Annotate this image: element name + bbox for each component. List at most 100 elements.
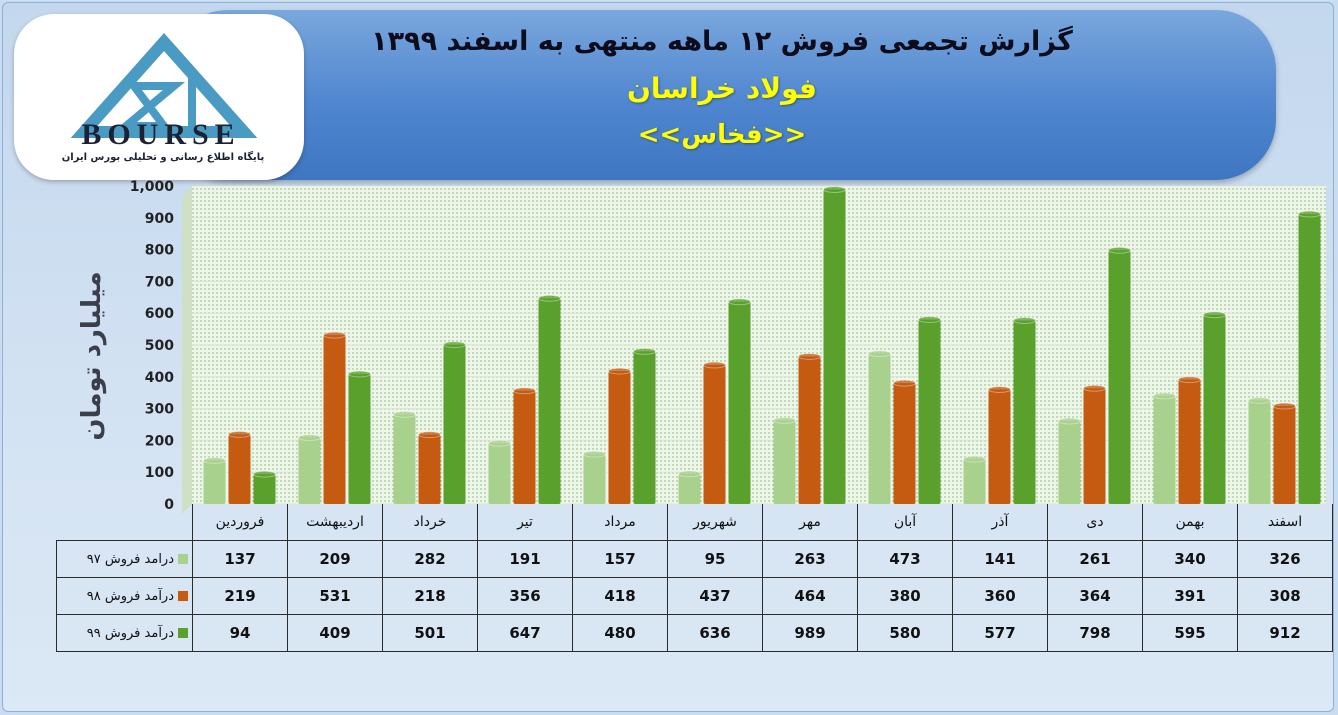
bar-cap: [1298, 210, 1321, 218]
bar-cap: [823, 185, 846, 193]
data-label: 360: [952, 577, 1048, 615]
bar: [773, 420, 796, 504]
plot-side-wall: [182, 186, 192, 514]
bar-cap: [393, 410, 416, 418]
legend-key-icon: [178, 591, 188, 601]
data-label: 308: [1237, 577, 1333, 615]
bar: [348, 373, 371, 504]
chart-title: گزارش تجمعی فروش ۱۲ ماهه منتهی به اسفند …: [371, 26, 1073, 57]
data-label: 263: [762, 540, 858, 578]
data-label: 595: [1142, 614, 1238, 652]
bar: [893, 383, 916, 504]
corner-cell: [57, 504, 193, 541]
bar: [988, 389, 1011, 504]
bar: [418, 434, 441, 504]
table-row-97: درامد فروش ۹۷ 137 209 282 191 157 95 263…: [56, 540, 1333, 578]
data-label: 191: [477, 540, 573, 578]
category-label: آبان: [857, 504, 953, 541]
y-tick-label: 800: [145, 243, 174, 259]
data-label: 912: [1237, 614, 1333, 652]
data-label: 580: [857, 614, 953, 652]
legend-entry-99: درآمد فروش ۹۹: [56, 614, 193, 652]
bar-cap: [608, 367, 631, 375]
category-label: اردیبهشت: [287, 504, 383, 541]
bar: [443, 344, 466, 504]
data-label: 95: [667, 540, 763, 578]
bar: [203, 460, 226, 504]
bar: [1153, 395, 1176, 504]
data-label: 636: [667, 614, 763, 652]
y-axis-label: میلیارد تومان: [77, 271, 107, 441]
bar: [728, 301, 751, 504]
data-label: 464: [762, 577, 858, 615]
category-label: مرداد: [572, 504, 668, 541]
data-label: 577: [952, 614, 1048, 652]
legend-entry-98: درآمد فروش ۹۸: [56, 577, 193, 615]
logo: [14, 14, 304, 180]
bar: [228, 434, 251, 504]
bar: [253, 474, 276, 504]
data-label: 282: [382, 540, 478, 578]
bar-cap: [893, 379, 916, 387]
bar-cap: [1153, 392, 1176, 400]
data-label: 340: [1142, 540, 1238, 578]
logo-subtitle: پایگاه اطلاع رسانی و تحلیلی بورس ایران: [61, 152, 265, 163]
data-label: 473: [857, 540, 953, 578]
bar-cap: [348, 370, 371, 378]
data-label: 137: [192, 540, 288, 578]
logo-mark-icon: [70, 32, 258, 138]
data-label: 531: [287, 577, 383, 615]
bar: [1178, 379, 1201, 504]
y-tick-label: 500: [145, 338, 174, 354]
bar: [393, 414, 416, 504]
category-label: خرداد: [382, 504, 478, 541]
data-label: 356: [477, 577, 573, 615]
bar-cap: [1108, 246, 1131, 254]
category-label: فروردین: [192, 504, 288, 541]
bar-cap: [1203, 311, 1226, 319]
data-label: 157: [572, 540, 668, 578]
bar: [298, 437, 321, 504]
bar: [1203, 314, 1226, 504]
bar-cap: [918, 316, 941, 324]
data-label: 989: [762, 614, 858, 652]
bar-cap: [443, 341, 466, 349]
table-row-99: درآمد فروش ۹۹ 94 409 501 647 480 636 989…: [56, 614, 1333, 652]
bar: [608, 371, 631, 504]
bar-cap: [773, 416, 796, 424]
table-row-98: درآمد فروش ۹۸ 219 531 218 356 418 437 46…: [56, 577, 1333, 615]
bar: [1248, 400, 1271, 504]
y-tick-label: 700: [145, 274, 174, 290]
bar: [1083, 388, 1106, 504]
bar: [513, 390, 536, 504]
bar: [703, 365, 726, 504]
y-tick-label: 1,000: [130, 179, 175, 195]
company-name: فولاد خراسان: [627, 72, 817, 105]
legend-key-icon: [178, 628, 188, 638]
y-tick-label: 600: [145, 306, 174, 322]
bar: [798, 356, 821, 504]
bar: [963, 459, 986, 504]
bar: [1013, 320, 1036, 504]
bar: [323, 335, 346, 504]
header-banner: [168, 10, 1276, 180]
bar-cap: [1058, 417, 1081, 425]
bar-cap: [1248, 396, 1271, 404]
data-label: 480: [572, 614, 668, 652]
y-tick-label: 900: [145, 211, 174, 227]
category-label: آذر: [952, 504, 1048, 541]
bar-cap: [1083, 384, 1106, 392]
bar-cap: [633, 347, 656, 355]
bar: [1298, 213, 1321, 504]
bar: [868, 353, 891, 504]
data-table: فروردین اردیبهشت خرداد تیر مرداد شهریور …: [56, 504, 1333, 652]
bar: [538, 298, 561, 504]
bar-cap: [678, 470, 701, 478]
y-tick-label: 100: [145, 465, 174, 481]
bar: [1058, 421, 1081, 504]
bar: [583, 454, 606, 504]
bar-cap: [1013, 317, 1036, 325]
bar-cap: [298, 434, 321, 442]
data-label: 501: [382, 614, 478, 652]
y-tick-label: 400: [145, 370, 174, 386]
